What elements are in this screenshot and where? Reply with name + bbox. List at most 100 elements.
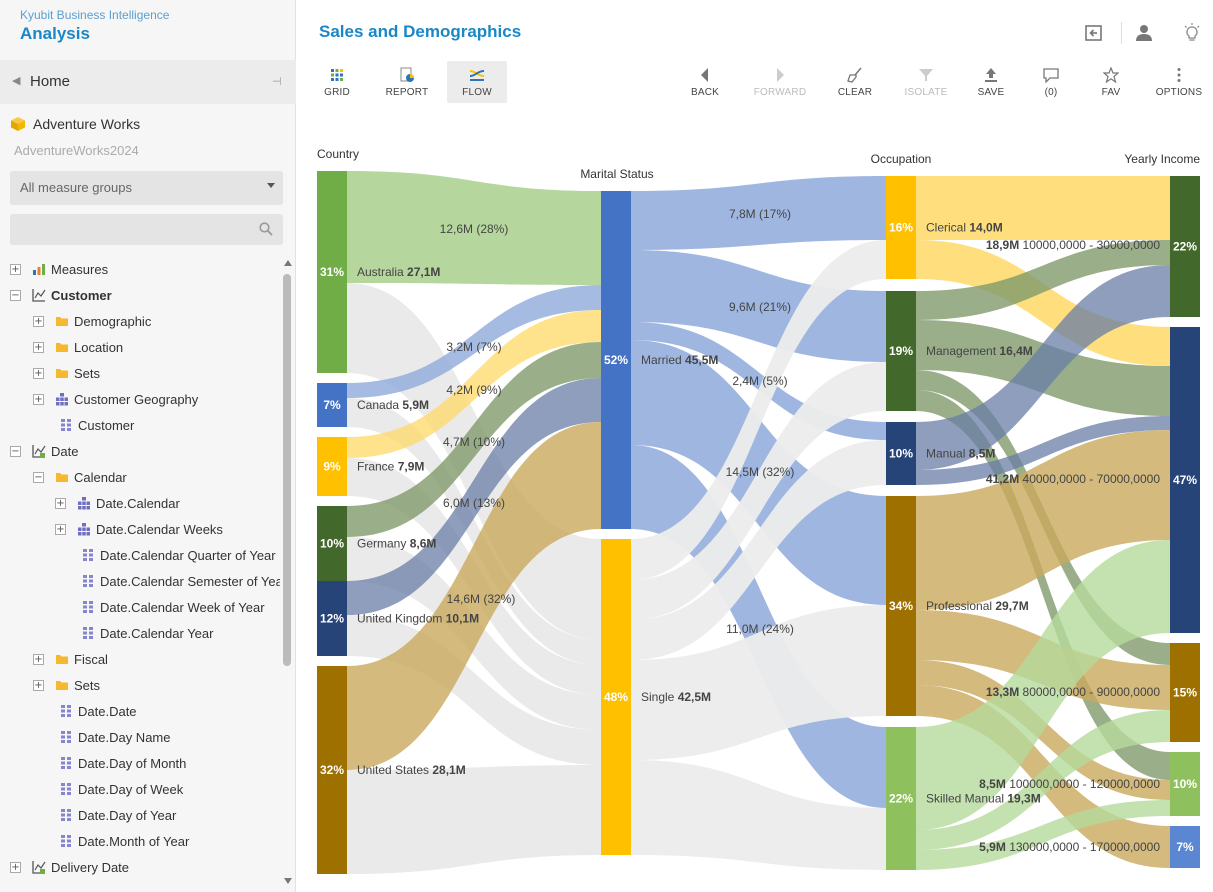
sankey-node-inc4[interactable] bbox=[1170, 752, 1200, 816]
expand-icon[interactable]: + bbox=[10, 862, 21, 873]
tree-item[interactable]: + Measures bbox=[0, 259, 280, 281]
tree-item[interactable]: − Date bbox=[0, 441, 280, 463]
options-button[interactable]: OPTIONS bbox=[1155, 61, 1203, 103]
flow-link[interactable] bbox=[631, 362, 886, 620]
tree-item-label[interactable]: Date.Calendar Quarter of Year bbox=[100, 548, 276, 563]
flow-link[interactable] bbox=[916, 390, 1170, 780]
tree-item-label[interactable]: Date.Calendar Weeks bbox=[96, 522, 223, 537]
sankey-node-married[interactable] bbox=[601, 191, 631, 529]
tree-item-label[interactable]: Customer Geography bbox=[74, 392, 199, 407]
collapse-left-icon[interactable]: ◀ bbox=[12, 75, 21, 87]
tree-item-label[interactable]: Date.Calendar Week of Year bbox=[100, 600, 265, 615]
tree-scrollbar[interactable] bbox=[282, 258, 292, 888]
flow-link[interactable] bbox=[347, 378, 601, 615]
flow-link[interactable] bbox=[631, 240, 886, 580]
flow-link[interactable] bbox=[347, 285, 601, 398]
tree-item[interactable]: Date.Day of Month bbox=[0, 753, 280, 775]
expand-icon[interactable]: + bbox=[55, 524, 66, 535]
tree-item[interactable]: + Date.Calendar Weeks bbox=[0, 519, 280, 541]
tree-item-label[interactable]: Date.Date bbox=[78, 704, 137, 719]
sankey-node-single[interactable] bbox=[601, 539, 631, 855]
sankey-node-inc2[interactable] bbox=[1170, 327, 1200, 633]
search-box[interactable] bbox=[10, 214, 283, 245]
clear-button[interactable]: CLEAR bbox=[835, 61, 875, 103]
flow-link[interactable] bbox=[916, 240, 1170, 366]
tree-item[interactable]: + Customer Geography bbox=[0, 389, 280, 411]
tree-item-label[interactable]: Date.Calendar Semester of Year bbox=[100, 574, 280, 589]
sankey-node-management[interactable] bbox=[886, 291, 916, 411]
expand-icon[interactable]: + bbox=[33, 654, 44, 665]
user-icon[interactable] bbox=[1133, 22, 1155, 44]
tree-item-label[interactable]: Date.Month of Year bbox=[78, 834, 190, 849]
tree-item[interactable]: Date.Calendar Quarter of Year bbox=[0, 545, 280, 567]
tree-item[interactable]: Date.Calendar Week of Year bbox=[0, 597, 280, 619]
tree-item[interactable]: + Fiscal bbox=[0, 649, 280, 671]
search-input[interactable] bbox=[10, 214, 250, 245]
search-icon[interactable] bbox=[259, 222, 273, 236]
sankey-node-france[interactable] bbox=[317, 437, 347, 496]
sankey-node-uk[interactable] bbox=[317, 581, 347, 656]
expand-icon[interactable]: + bbox=[33, 680, 44, 691]
scroll-up-icon[interactable] bbox=[284, 260, 292, 266]
tree-item[interactable]: + Date.Calendar bbox=[0, 493, 280, 515]
flow-link[interactable] bbox=[916, 710, 1170, 850]
tree-item-label[interactable]: Location bbox=[74, 340, 124, 355]
brand-title[interactable]: Analysis bbox=[20, 24, 90, 43]
expand-icon[interactable]: + bbox=[33, 342, 44, 353]
flow-link[interactable] bbox=[916, 540, 1170, 830]
flow-link[interactable] bbox=[631, 250, 886, 362]
tree-item-label[interactable]: Date.Day of Year bbox=[78, 808, 177, 823]
flow-view-button[interactable]: FLOW bbox=[447, 61, 507, 103]
cube-name[interactable]: Adventure Works bbox=[33, 116, 141, 132]
tree-item-label[interactable]: Date.Day of Month bbox=[78, 756, 187, 771]
tree-item[interactable]: Date.Date bbox=[0, 701, 280, 723]
tree-item-label[interactable]: Date bbox=[51, 444, 79, 459]
comments-button[interactable]: (0) bbox=[1036, 61, 1066, 103]
save-button[interactable]: SAVE bbox=[973, 61, 1009, 103]
tree-item[interactable]: Date.Calendar Year bbox=[0, 623, 280, 645]
forward-button[interactable]: FORWARD bbox=[752, 61, 808, 103]
tree-item-label[interactable]: Measures bbox=[51, 262, 109, 277]
flow-link[interactable] bbox=[347, 171, 601, 285]
tree-item-label[interactable]: Delivery Date bbox=[51, 860, 130, 875]
sankey-node-inc3[interactable] bbox=[1170, 643, 1200, 742]
flow-link[interactable] bbox=[916, 265, 1170, 470]
report-view-button[interactable]: REPORT bbox=[381, 61, 433, 103]
sankey-node-clerical[interactable] bbox=[886, 176, 916, 279]
flow-link[interactable] bbox=[631, 440, 886, 660]
tree-item-label[interactable]: Sets bbox=[74, 366, 101, 381]
tree-item-label[interactable]: Fiscal bbox=[74, 652, 108, 667]
sankey-node-professional[interactable] bbox=[886, 496, 916, 716]
isolate-button[interactable]: ISOLATE bbox=[903, 61, 949, 103]
flow-link[interactable] bbox=[916, 176, 1170, 240]
tree-item-label[interactable]: Sets bbox=[74, 678, 101, 693]
measure-group-select[interactable]: All measure groups bbox=[10, 171, 283, 205]
flow-link[interactable] bbox=[347, 398, 601, 665]
tree-item[interactable]: Date.Month of Year bbox=[0, 831, 280, 853]
back-button[interactable]: BACK bbox=[685, 61, 725, 103]
sankey-node-inc5[interactable] bbox=[1170, 826, 1200, 868]
collapse-icon[interactable]: − bbox=[33, 472, 44, 483]
flow-link[interactable] bbox=[347, 765, 601, 874]
tree-item-label[interactable]: Calendar bbox=[74, 470, 127, 485]
flow-link[interactable] bbox=[916, 416, 1170, 485]
expand-icon[interactable]: + bbox=[10, 264, 21, 275]
expand-icon[interactable]: + bbox=[33, 394, 44, 405]
tree-item[interactable]: + Location bbox=[0, 337, 280, 359]
tree-item[interactable]: + Demographic bbox=[0, 311, 280, 333]
exit-icon[interactable] bbox=[1083, 22, 1105, 44]
expand-icon[interactable]: + bbox=[33, 316, 44, 327]
tree-item[interactable]: + Delivery Date bbox=[0, 857, 280, 879]
sankey-node-us[interactable] bbox=[317, 666, 347, 874]
flow-link[interactable] bbox=[347, 342, 601, 537]
sankey-node-inc1[interactable] bbox=[1170, 176, 1200, 317]
sankey-node-canada[interactable] bbox=[317, 383, 347, 427]
flow-link[interactable] bbox=[347, 310, 601, 458]
home-label[interactable]: Home bbox=[30, 73, 71, 90]
flow-link[interactable] bbox=[916, 240, 1170, 320]
sankey-node-australia[interactable] bbox=[317, 171, 347, 373]
tree-item[interactable]: − Calendar bbox=[0, 467, 280, 489]
collapse-icon[interactable]: − bbox=[10, 290, 21, 301]
tree-item-label[interactable]: Demographic bbox=[74, 314, 152, 329]
flow-link[interactable] bbox=[631, 176, 886, 250]
